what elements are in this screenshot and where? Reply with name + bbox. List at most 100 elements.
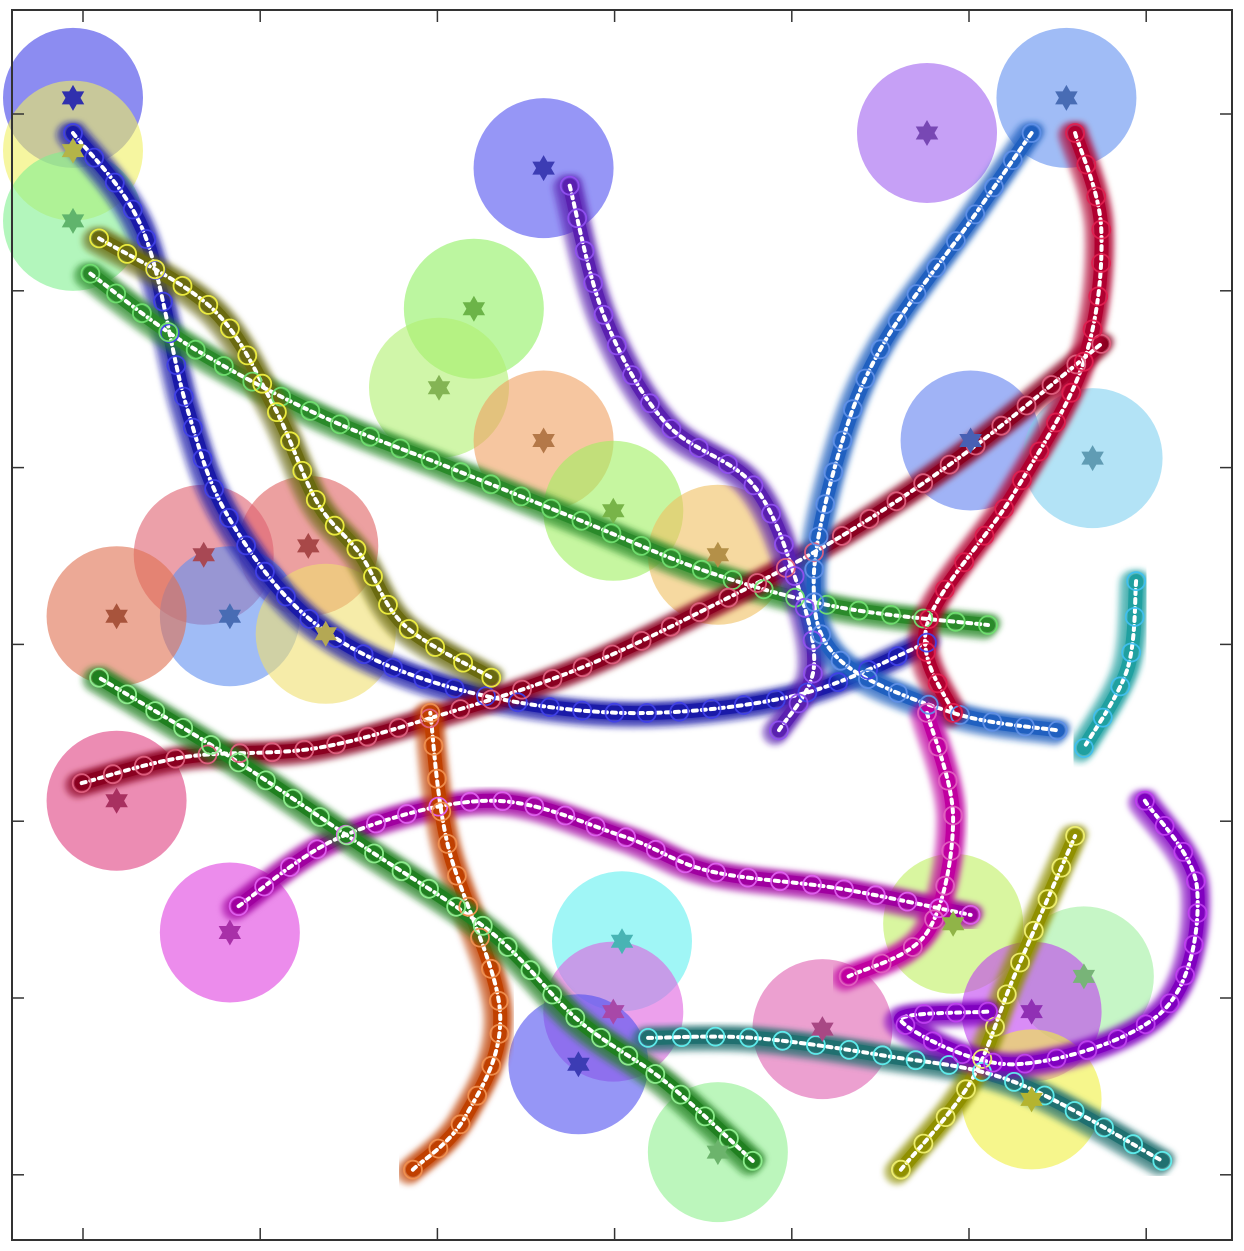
waypoint-ring [834,879,854,900]
waypoint-ring [881,605,901,625]
goal-star-19 [105,787,128,814]
waypoint-ring [842,399,863,420]
waypoint-ring [631,536,652,556]
waypoint-ring [858,659,878,680]
waypoint-ring [917,703,937,723]
waypoint-ring [906,284,927,305]
waypoint-ring [919,609,939,629]
waypoint-ring [271,386,292,407]
waypoint-ring [905,1050,926,1071]
goal-stars [61,84,1104,1166]
waypoint-ring [571,510,592,531]
waypoint-ring [266,402,287,423]
waypoint-ring [978,615,998,635]
waypoint-ring [428,796,449,817]
waypoint-ring [1065,826,1085,846]
waypoint-ring [865,885,886,906]
waypoint-ring [952,1044,973,1064]
waypoint-ring [507,692,528,713]
waypoint-ring [173,718,194,738]
mean-path-a3 [97,236,494,680]
waypoint-ring [637,703,657,723]
waypoint-ring [450,462,471,483]
waypoint-ring [691,559,712,580]
waypoint-ring [802,874,822,895]
waypoint-ring [145,701,166,721]
waypoint-ring [470,927,490,948]
waypoint-ring [574,240,595,261]
waypoint-ring [804,559,825,580]
waypoint-ring [830,650,851,671]
waypoint-ring [106,283,126,304]
waypoint-ring [136,229,157,249]
waypoint-ring [476,686,496,706]
waypoint-ring [1123,1134,1143,1155]
waypoint-ring [1010,952,1030,973]
waypoint-ring [197,744,218,765]
goal-star-23 [567,1051,590,1078]
waypoint-ring [753,579,774,600]
waypoint-ring [1092,707,1113,728]
waypoint-ring [761,503,781,524]
waypoint-ring [383,657,403,678]
waypoint-ring [84,147,105,168]
goal-star-16 [218,603,242,630]
waypoint-ring [640,393,660,414]
waypoint-ring [670,1084,691,1105]
waypoint-ring [213,356,234,376]
mean-path-a14 [898,798,1200,1067]
waypoint-ring [1002,150,1023,171]
waypoint-ring [1094,1117,1114,1138]
waypoint-ring [305,489,326,510]
waypoint-ring [1088,286,1109,307]
waypoint-ring [489,1023,510,1044]
waypoint-ring [437,834,458,854]
waypoint-ring [229,743,250,764]
waypoint-ring [902,937,923,957]
waypoint-ring [299,609,320,629]
waypoint-ring [1015,1053,1035,1074]
waypoint-ring [1135,1014,1156,1035]
waypoint-ring [914,1004,934,1024]
waypoint-ring [542,984,563,1005]
waypoint-ring [943,805,963,826]
waypoint-ring [492,791,513,811]
waypoint-ring [145,259,166,280]
goal-star-12 [959,427,982,454]
goal-star-26 [941,910,965,937]
waypoint-ring [622,365,642,386]
waypoint-ring [420,703,441,723]
waypoint-ring [117,243,137,264]
waypoint-ring [102,764,123,785]
waypoint-ring [811,624,832,645]
waypoint-ring [583,273,603,294]
waypoint-ring [467,1085,488,1106]
goal-star-1 [61,84,85,111]
waypoint-ring [794,597,815,618]
waypoint-ring [1091,333,1112,354]
waypoint-ring [280,857,300,877]
waypoint-ring [738,867,758,888]
goal-star-3 [61,207,85,234]
waypoint-ring [1065,123,1085,143]
waypoint-ring [669,701,690,722]
waypoint-ring [926,257,946,278]
waypoint-ring [1023,920,1044,941]
waypoint-ring [897,891,918,912]
waypoint-ring [252,373,273,394]
waypoint-ring [978,1001,998,1022]
waypoint-ring [705,1026,726,1047]
waypoint-ring [1091,219,1112,240]
waypoint-ring [1051,857,1072,878]
waypoint-ring [816,594,837,615]
waypoint-ring [390,438,411,459]
waypoint-ring [1077,1040,1098,1061]
waypoint-ring [1004,1072,1024,1092]
waypoint-ring [237,345,258,366]
waypoint-ring [165,748,186,769]
waypoint-ring [444,678,465,699]
waypoint-ring [742,1151,763,1171]
waypoint-ring [895,1015,916,1035]
waypoint-ring [887,311,908,332]
waypoint-ring [565,1007,586,1028]
